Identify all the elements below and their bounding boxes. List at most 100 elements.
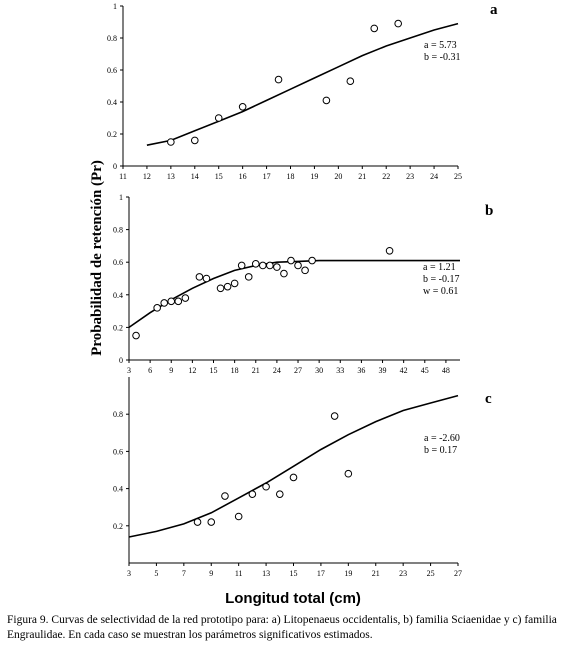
y-tick-label-c: 0.8	[113, 410, 123, 419]
x-tick-label-b: 12	[188, 366, 196, 375]
parameter-c: a = -2.60	[424, 433, 460, 444]
data-point-a	[214, 114, 223, 122]
y-tick-label-a: 0.4	[107, 98, 117, 107]
x-tick-label-a: 11	[119, 172, 127, 181]
x-tick-label-b: 18	[231, 366, 239, 375]
y-tick-label-a: 0.8	[107, 34, 117, 43]
parameter-a: a = 5.73	[424, 40, 457, 51]
data-point-b	[287, 256, 295, 265]
x-tick-label-b: 48	[442, 366, 450, 375]
x-tick-label-c: 3	[127, 569, 131, 578]
parameter-b: a = 1.21	[423, 262, 456, 273]
y-tick-label-a: 0	[113, 162, 117, 171]
data-point-c	[207, 518, 216, 526]
data-point-b	[202, 274, 211, 283]
data-point-a	[370, 24, 379, 33]
x-tick-label-c: 11	[235, 569, 243, 578]
x-tick-label-a: 15	[215, 172, 223, 181]
y-tick-label-c: 0.2	[113, 522, 123, 531]
x-tick-label-a: 25	[454, 172, 462, 181]
data-point-b	[181, 294, 190, 302]
x-tick-label-c: 9	[209, 569, 213, 578]
data-point-b	[230, 279, 239, 288]
y-tick-label-b: 0.2	[113, 323, 123, 332]
data-point-b	[294, 261, 302, 270]
x-tick-label-b: 45	[421, 366, 429, 375]
x-axis-label: Longitud total (cm)	[225, 590, 361, 607]
data-point-b	[266, 261, 274, 270]
y-tick-label-b: 0.4	[113, 291, 123, 300]
data-point-b	[259, 261, 267, 270]
x-tick-label-b: 42	[400, 366, 408, 375]
parameter-c: b = 0.17	[424, 445, 457, 456]
x-tick-label-b: 30	[315, 366, 323, 375]
panel-b: 3 6 9 12 15 18 21 24 27 30 33 36 39 42 45 4800.20.40.60…	[113, 193, 493, 375]
data-point-c	[248, 490, 257, 498]
y-axis-label: Probabilidad de retención (Pr)	[89, 160, 105, 356]
y-tick-label-b: 0	[119, 356, 123, 365]
data-point-b	[195, 273, 204, 281]
panels: 11 12 13 14 15 16 17 18 19 20 21 22 23 24 2500.20.40.6…	[107, 2, 498, 578]
x-tick-label-a: 17	[263, 172, 271, 181]
x-tick-label-b: 3	[127, 366, 131, 375]
data-point-b	[223, 282, 232, 291]
y-tick-label-c: 0.4	[113, 485, 123, 494]
data-point-a	[346, 77, 355, 85]
x-tick-label-c: 23	[399, 569, 407, 578]
data-point-b	[174, 297, 183, 306]
x-tick-label-a: 12	[143, 172, 151, 181]
x-tick-label-b: 21	[252, 366, 260, 375]
fitted-curve-b	[128, 259, 460, 329]
x-tick-label-c: 7	[182, 569, 186, 578]
y-tick-label-b: 0.8	[113, 226, 123, 235]
selectivity-figure: 11 12 13 14 15 16 17 18 19 20 21 22 23 24 2500.20.40.6…	[89, 2, 498, 607]
data-point-c	[234, 512, 243, 521]
data-point-b	[301, 266, 309, 275]
data-point-c	[262, 482, 270, 491]
data-point-c	[193, 518, 202, 526]
y-tick-label-b: 0.6	[113, 258, 123, 267]
x-tick-label-a: 22	[382, 172, 390, 181]
x-tick-label-c: 17	[317, 569, 325, 578]
data-point-b	[216, 284, 225, 293]
x-tick-label-c: 21	[372, 569, 380, 578]
x-tick-label-b: 27	[294, 366, 302, 375]
y-tick-label-a: 0.2	[107, 130, 117, 139]
fitted-curve-c	[128, 394, 459, 538]
x-tick-label-a: 23	[406, 172, 414, 181]
data-point-c	[344, 469, 353, 478]
parameter-b: w = 0.61	[423, 286, 458, 297]
panel-letter-b: b	[485, 203, 493, 219]
x-tick-label-b: 9	[169, 366, 173, 375]
data-point-c	[221, 492, 229, 500]
data-point-b	[244, 273, 253, 281]
data-point-a	[394, 19, 402, 28]
panel-letter-a: a	[490, 2, 498, 18]
figure-caption: Figura 9. Curvas de selectividad de la r…	[7, 614, 557, 641]
data-point-b	[385, 246, 394, 255]
panel-c: 3 5 7 9 11 13 15 17 19 21 23 25 27 0.2 0.4 0.6 0.8 c a = -…	[113, 377, 492, 578]
data-point-c	[289, 473, 298, 482]
data-point-b	[167, 297, 176, 306]
data-point-c	[275, 490, 284, 498]
x-tick-label-c: 19	[344, 569, 352, 578]
data-point-b	[132, 331, 140, 340]
fitted-curve-a	[146, 22, 459, 146]
data-point-c	[330, 412, 339, 420]
x-tick-label-a: 13	[167, 172, 175, 181]
parameter-a: b = -0.31	[424, 52, 460, 63]
y-tick-label-a: 1	[113, 2, 117, 11]
data-point-a	[238, 103, 247, 111]
x-tick-label-b: 33	[336, 366, 344, 375]
data-point-b	[153, 304, 161, 312]
data-point-a	[167, 138, 175, 146]
x-tick-label-b: 24	[273, 366, 281, 375]
x-tick-label-c: 13	[262, 569, 270, 578]
data-point-b	[237, 261, 246, 270]
x-tick-label-a: 18	[287, 172, 295, 181]
data-point-b	[160, 299, 169, 307]
x-tick-label-b: 15	[210, 366, 218, 375]
data-point-a	[190, 136, 199, 145]
x-tick-label-b: 39	[379, 366, 387, 375]
x-tick-label-c: 15	[290, 569, 298, 578]
